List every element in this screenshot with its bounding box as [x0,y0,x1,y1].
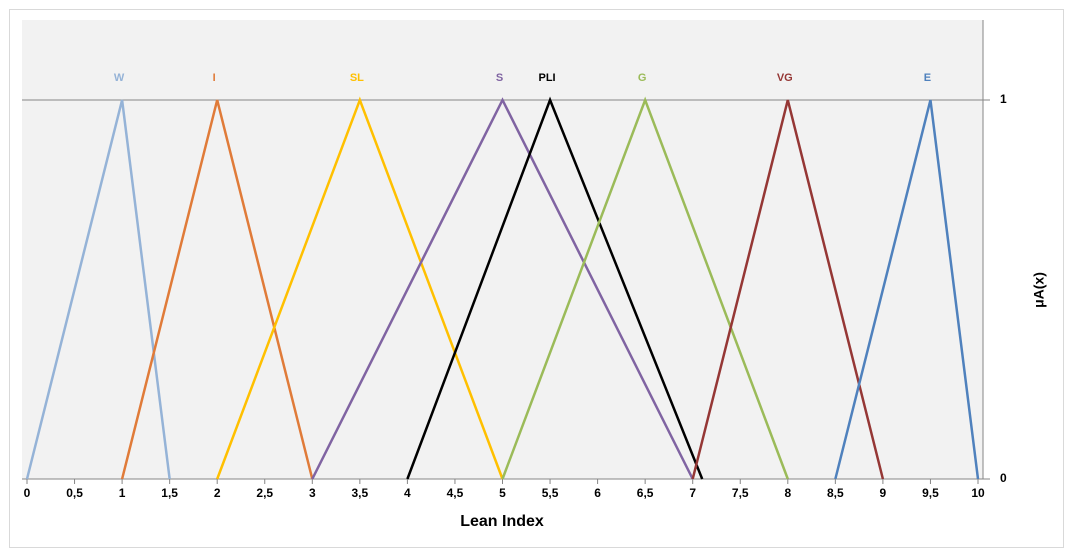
x-tick-label: 0,5 [66,486,83,500]
x-tick-label: 10 [971,486,985,500]
x-tick-label: 6 [594,486,601,500]
series-line [406,96,704,480]
x-tick-label: 2 [214,486,221,500]
series-label: S [496,72,503,84]
series-line [311,97,694,480]
series-label: I [213,72,216,84]
x-tick-label: 1,5 [161,486,178,500]
x-tick-label: 5 [499,486,506,500]
x-axis-label: Lean Index [460,513,544,530]
x-tick-label: 4 [404,486,411,500]
series-label: E [924,72,931,84]
x-tick-label: 6,5 [637,486,654,500]
series-label: SL [350,72,364,84]
x-tick-label: 5,5 [542,486,559,500]
series-label: VG [777,72,793,84]
plot-area [22,20,983,479]
y-tick-label: 0 [1000,471,1007,485]
y-axis-label: μA(x) [1031,272,1047,308]
x-tick-label: 7,5 [732,486,749,500]
series-label: G [638,72,647,84]
series-line [834,99,980,480]
x-tick-label: 3 [309,486,316,500]
x-tick-label: 4,5 [447,486,464,500]
series-line [691,99,885,480]
x-tick-label: 8 [784,486,791,500]
x-tick-label: 1 [119,486,126,500]
x-tick-label: 2,5 [256,486,273,500]
series-line [120,99,314,480]
x-tick-label: 7 [689,486,696,500]
x-tick-label: 9 [880,486,887,500]
series-label: PLI [538,72,555,84]
y-tick-label: 1 [1000,92,1007,106]
x-tick-label: 8,5 [827,486,844,500]
x-tick-label: 9,5 [922,486,939,500]
series-line [501,96,789,480]
x-tick-label: 0 [24,486,31,500]
x-tick-label: 3,5 [352,486,369,500]
series-label: W [114,72,125,84]
